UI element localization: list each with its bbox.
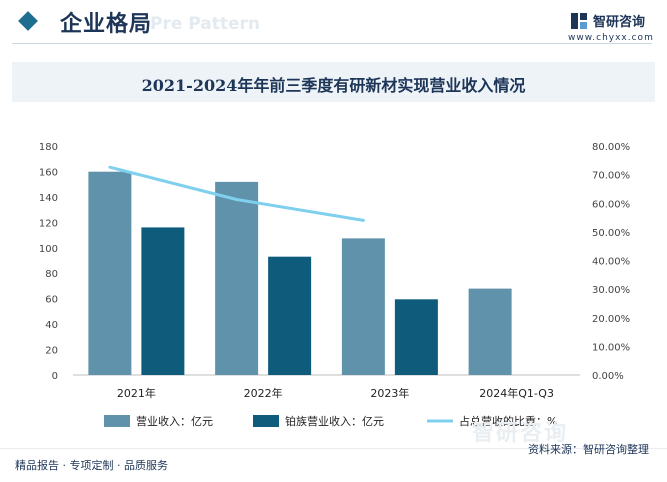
- y-right-tick-label: 60.00%: [592, 199, 630, 210]
- source-note: 资料来源：智研咨询整理: [528, 443, 649, 456]
- bar-revenue: [468, 288, 512, 375]
- y-right-tick-label: 10.00%: [592, 342, 630, 353]
- brand-url: www.chyxx.com: [568, 33, 654, 43]
- page-header: Pre Pattern 企业格局 智研咨询 www.chyxx.com: [0, 0, 667, 50]
- bar-pgm-revenue: [394, 299, 438, 375]
- y-left-tick-label: 40: [45, 320, 58, 331]
- bar-revenue: [341, 238, 385, 375]
- page-title: 企业格局: [60, 12, 153, 37]
- footer-tagline: 精品报告 · 专项定制 · 品质服务: [15, 459, 168, 472]
- legend-label: 占总营收的比重：%: [459, 414, 557, 428]
- y-right-tick-label: 30.00%: [592, 285, 630, 296]
- chart-title: 2021-2024年年前三季度有研新材实现营业收入情况: [141, 76, 526, 95]
- y-left-tick-label: 100: [39, 244, 58, 255]
- legend-label: 铂族营业收入：亿元: [285, 414, 384, 428]
- y-left-tick-label: 60: [45, 295, 58, 306]
- share-line: [108, 165, 365, 222]
- y-left-tick-label: 20: [45, 346, 58, 357]
- footer-watermark: 智研咨询: [472, 421, 569, 446]
- bar-revenue: [88, 171, 132, 375]
- brand-logo-icon: [571, 13, 587, 29]
- y-left-tick-label: 180: [39, 142, 58, 153]
- x-category-label: 2022年: [244, 386, 283, 400]
- x-category-label: 2023年: [370, 386, 409, 400]
- x-category-label: 2021年: [117, 386, 156, 400]
- y-left-tick-label: 160: [39, 167, 58, 178]
- y-right-tick-label: 80.00%: [592, 142, 630, 153]
- chart-title-band: 2021-2024年年前三季度有研新材实现营业收入情况: [12, 62, 655, 102]
- y-right-tick-label: 70.00%: [592, 171, 630, 182]
- y-right-tick-label: 50.00%: [592, 228, 630, 239]
- legend-swatch: [104, 415, 130, 427]
- header-ghost-text: Pre Pattern: [150, 14, 261, 34]
- legend-label: 营业收入：亿元: [136, 414, 213, 428]
- y-left-tick-label: 80: [45, 269, 58, 280]
- legend-swatch: [253, 415, 279, 427]
- y-right-tick-label: 20.00%: [592, 314, 630, 325]
- bar-pgm-revenue: [268, 256, 312, 375]
- brand-name: 智研咨询: [593, 15, 646, 30]
- y-left-tick-label: 120: [39, 218, 58, 229]
- y-left-tick-label: 0: [52, 371, 58, 382]
- bar-pgm-revenue: [141, 227, 185, 375]
- y-left-tick-label: 140: [39, 193, 58, 204]
- footer: 智研咨询 精品报告 · 专项定制 · 品质服务 资料来源：智研咨询整理: [0, 421, 667, 482]
- y-right-tick-label: 0.00%: [592, 371, 624, 382]
- y-right-tick-label: 40.00%: [592, 257, 630, 268]
- combo-chart: 0 20 40 60 80 100 120 140 160 180 0.00% 10.00% 20.00…: [39, 142, 630, 428]
- x-category-label: 2024年Q1-Q3: [479, 386, 554, 400]
- bar-revenue: [215, 181, 259, 375]
- header-divider: [12, 43, 652, 44]
